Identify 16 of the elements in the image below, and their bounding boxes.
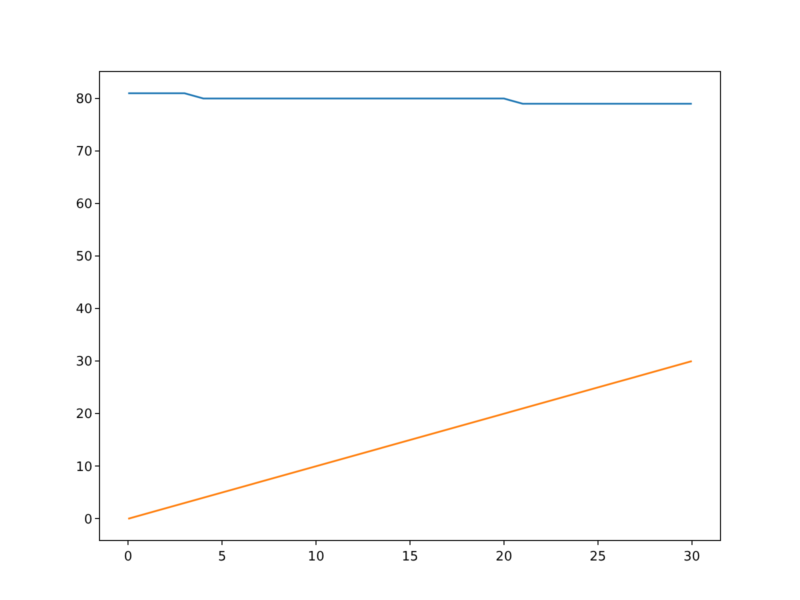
- x-tick-label: 20: [496, 550, 512, 565]
- x-tick-label: 0: [124, 550, 132, 565]
- x-tick-label: 5: [218, 550, 226, 565]
- y-tick-label: 30: [76, 354, 92, 370]
- y-tick-label: 0: [84, 512, 92, 528]
- x-tick-label: 10: [308, 550, 324, 565]
- x-tick-label: 25: [590, 550, 606, 565]
- y-tick-label: 50: [76, 250, 92, 265]
- x-tick-label: 15: [402, 550, 418, 565]
- y-tick-label: 20: [76, 407, 92, 422]
- y-tick-label: 70: [76, 144, 92, 160]
- y-tick-label: 40: [76, 302, 92, 318]
- x-tick-label: 30: [684, 550, 700, 565]
- y-tick-label: 80: [76, 92, 92, 108]
- y-tick-label: 60: [76, 197, 92, 212]
- y-tick-label: 10: [76, 460, 92, 475]
